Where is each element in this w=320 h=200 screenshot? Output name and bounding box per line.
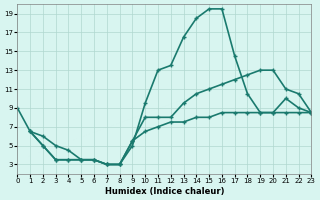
X-axis label: Humidex (Indice chaleur): Humidex (Indice chaleur) (105, 187, 224, 196)
